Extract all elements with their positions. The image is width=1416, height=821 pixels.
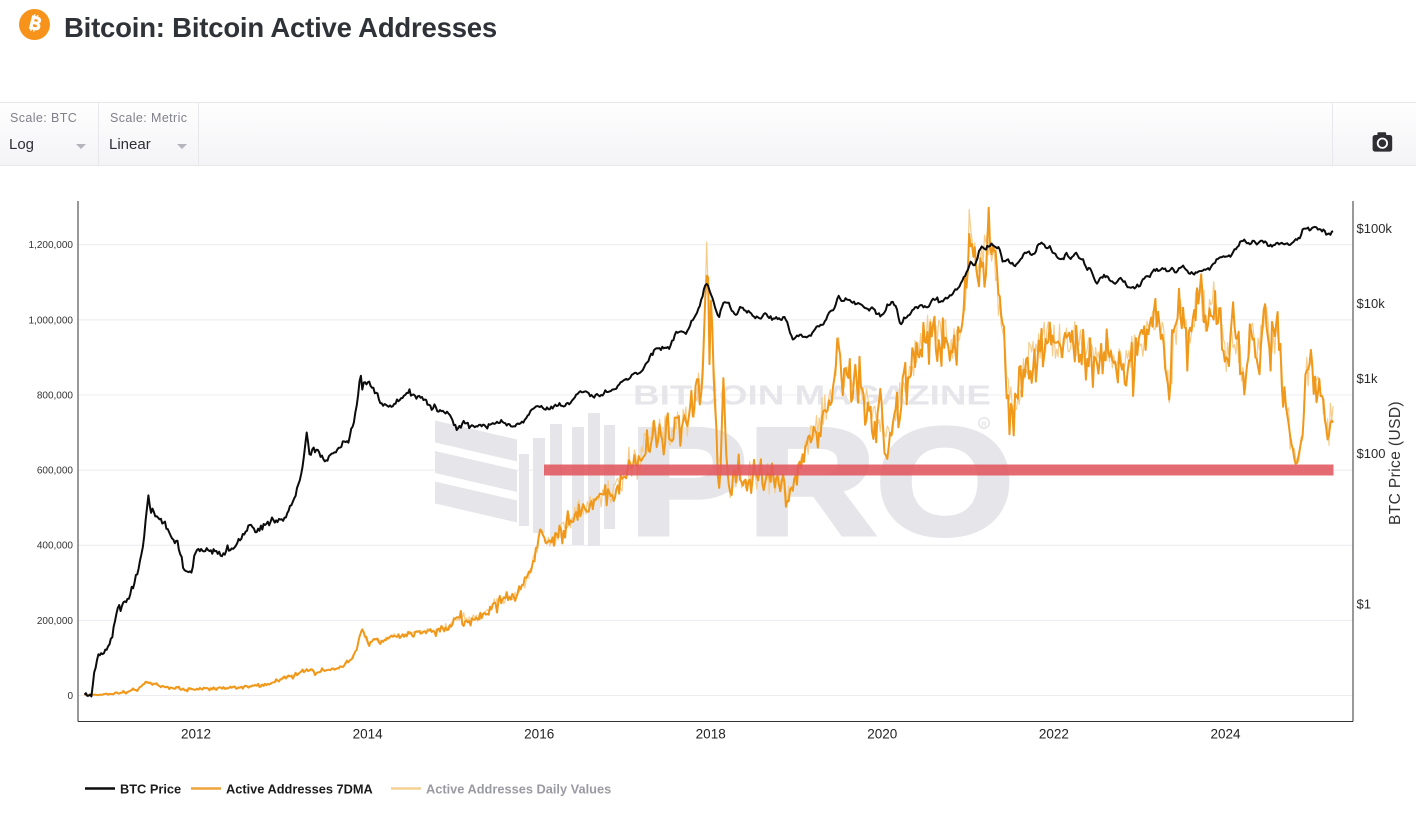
svg-text:$10k: $10k xyxy=(1357,296,1386,311)
svg-text:2022: 2022 xyxy=(1039,727,1069,742)
svg-text:800,000: 800,000 xyxy=(37,391,74,402)
svg-text:600,000: 600,000 xyxy=(37,466,74,477)
svg-text:R: R xyxy=(981,420,987,429)
svg-text:1,000,000: 1,000,000 xyxy=(29,315,74,326)
svg-text:400,000: 400,000 xyxy=(37,541,74,552)
svg-text:2012: 2012 xyxy=(181,727,211,742)
svg-text:Active Addresses Daily Values: Active Addresses Daily Values xyxy=(426,782,611,797)
svg-text:$100k: $100k xyxy=(1357,221,1393,236)
svg-text:2016: 2016 xyxy=(524,727,554,742)
svg-text:1,200,000: 1,200,000 xyxy=(29,240,74,251)
svg-text:BTC Price (USD): BTC Price (USD) xyxy=(1387,401,1404,525)
svg-text:PRO: PRO xyxy=(629,397,1014,567)
svg-text:0: 0 xyxy=(67,691,73,702)
svg-text:2018: 2018 xyxy=(696,727,726,742)
svg-text:$100: $100 xyxy=(1357,446,1386,461)
svg-text:$1k: $1k xyxy=(1357,371,1378,386)
svg-text:2014: 2014 xyxy=(353,727,384,742)
svg-text:Active Addresses 7DMA: Active Addresses 7DMA xyxy=(226,782,373,797)
svg-text:2020: 2020 xyxy=(867,727,897,742)
svg-text:200,000: 200,000 xyxy=(37,616,74,627)
svg-text:$1: $1 xyxy=(1357,597,1371,612)
svg-text:2024: 2024 xyxy=(1210,727,1241,742)
svg-text:BTC Price: BTC Price xyxy=(120,782,181,797)
